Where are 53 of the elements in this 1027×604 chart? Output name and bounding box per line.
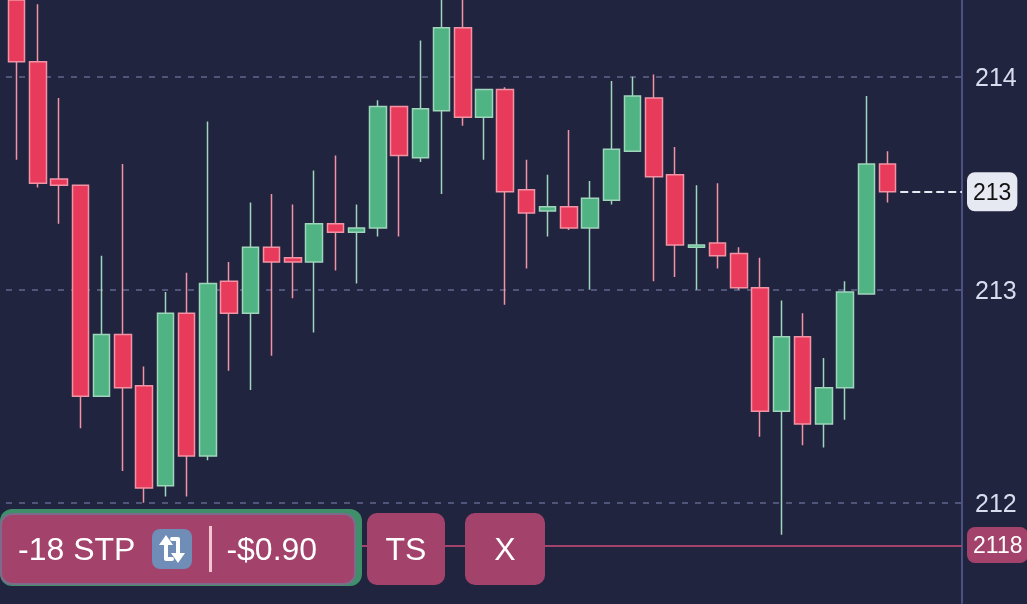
annotation: X	[494, 530, 516, 568]
candlestick	[665, 146, 685, 278]
candlestick	[814, 357, 834, 449]
candlestick	[177, 271, 196, 498]
order-tag: -18 STP -$0.90	[0, 513, 356, 585]
candlestick	[7, 0, 26, 161]
candlestick	[389, 105, 409, 238]
candlestick	[517, 159, 536, 270]
candlestick	[283, 203, 303, 300]
candlestick	[474, 88, 494, 161]
annotation: -$0.90	[226, 530, 318, 568]
candlestick	[326, 154, 345, 272]
candlestick	[687, 184, 706, 291]
candlestick	[368, 99, 388, 238]
candlestick	[71, 184, 90, 430]
price-tag: 2118	[967, 527, 1027, 564]
candlestick	[729, 246, 749, 291]
candlestick	[878, 150, 897, 204]
candlestick	[241, 201, 260, 391]
candlestick	[750, 257, 770, 438]
candlestick	[453, 0, 473, 127]
candlestick	[304, 169, 324, 334]
candlestick	[432, 0, 451, 195]
close-button: X	[465, 513, 545, 585]
candlestick	[623, 75, 642, 153]
y-tick-label: 212	[975, 488, 1017, 517]
candlestick	[602, 80, 621, 206]
candlestick	[857, 95, 876, 295]
candlestick	[92, 254, 111, 398]
candlestick	[793, 312, 812, 447]
candlestick	[644, 73, 664, 283]
annotation: -18 STP	[18, 530, 136, 568]
candlestick	[219, 261, 239, 372]
candlestick	[113, 163, 133, 472]
candlestick	[411, 39, 430, 163]
candlestick	[559, 129, 579, 231]
annotation: TS	[385, 530, 427, 568]
candlestick	[347, 203, 366, 285]
candlestick	[772, 299, 791, 536]
candlestick	[49, 97, 69, 225]
candlestick	[198, 120, 218, 461]
candlestick	[28, 3, 48, 189]
candlestick	[156, 291, 175, 498]
candlestick	[495, 86, 515, 306]
candlestick	[134, 365, 154, 504]
y-tick-label: 214	[975, 62, 1017, 91]
candlestick	[262, 193, 281, 357]
candlestick	[835, 280, 855, 421]
candlestick	[538, 173, 557, 238]
candlestick	[708, 182, 727, 270]
y-tick-label: 213	[975, 275, 1017, 304]
ts-button: TS	[367, 513, 445, 585]
candlestick	[580, 180, 600, 291]
